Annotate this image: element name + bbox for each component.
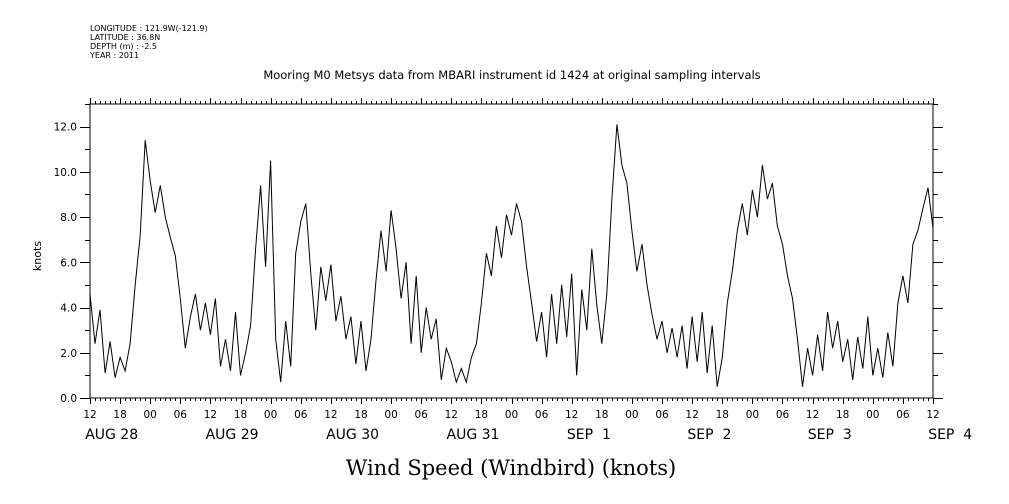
x-hour-tick-label: 06 <box>535 409 549 421</box>
y-axis-label: knots <box>31 241 44 271</box>
x-hour-tick-label: 00 <box>384 409 397 421</box>
x-hour-tick-label: 12 <box>83 409 96 421</box>
x-hour-tick-label: 00 <box>505 409 518 421</box>
metadata-latitude: LATITUDE : 36.8N <box>90 33 160 42</box>
x-date-label: AUG 29 <box>206 427 259 443</box>
x-hour-tick-label: 06 <box>294 409 308 421</box>
x-hour-tick-label: 18 <box>836 409 849 421</box>
y-tick-label: 6.0 <box>60 257 77 269</box>
x-axis-label: Wind Speed (Windbird) (knots) <box>346 456 676 480</box>
x-date-label: SEP 4 <box>928 427 972 443</box>
x-hour-tick-label: 00 <box>866 409 879 421</box>
x-hour-tick-label: 18 <box>475 409 488 421</box>
x-hour-tick-label: 06 <box>776 409 790 421</box>
metadata-block: LONGITUDE : 121.9W(-121.9) LATITUDE : 36… <box>89 24 208 60</box>
x-hour-tick-label: 12 <box>324 409 337 421</box>
x-hour-tick-label: 12 <box>204 409 217 421</box>
x-hour-tick-label: 12 <box>685 409 698 421</box>
x-hour-tick-label: 18 <box>234 409 247 421</box>
x-hour-tick-label: 12 <box>445 409 458 421</box>
x-hour-tick-label: 12 <box>806 409 819 421</box>
plot-frame <box>89 103 934 399</box>
x-hour-tick-label: 18 <box>113 409 126 421</box>
y-tick-label: 8.0 <box>60 212 77 224</box>
x-hour-tick-label: 00 <box>625 409 638 421</box>
y-tick-label: 4.0 <box>60 303 77 315</box>
x-date-label: AUG 28 <box>85 427 138 443</box>
x-hour-tick-label: 12 <box>565 409 578 421</box>
x-hour-tick-label: 12 <box>926 409 939 421</box>
x-hour-tick-label: 00 <box>264 409 277 421</box>
x-hour-tick-label: 06 <box>896 409 910 421</box>
x-hour-tick-label: 00 <box>144 409 157 421</box>
x-hour-tick-label: 06 <box>655 409 669 421</box>
x-hour-tick-label: 18 <box>716 409 729 421</box>
metadata-year: YEAR : 2011 <box>89 51 139 60</box>
series-group <box>89 124 934 387</box>
wind-speed-series-line <box>89 124 934 387</box>
chart-title: Mooring M0 Metsys data from MBARI instru… <box>263 68 760 82</box>
x-hour-tick-label: 06 <box>174 409 188 421</box>
metadata-longitude: LONGITUDE : 121.9W(-121.9) <box>90 24 208 33</box>
x-hour-tick-label: 18 <box>595 409 608 421</box>
y-tick-label: 10.0 <box>54 167 77 179</box>
x-hour-tick-label: 00 <box>746 409 759 421</box>
x-date-label: SEP 2 <box>687 427 731 443</box>
x-date-label: SEP 3 <box>808 427 852 443</box>
x-hour-tick-label: 06 <box>415 409 429 421</box>
x-hour-tick-label: 18 <box>354 409 367 421</box>
x-date-label: AUG 30 <box>326 427 379 443</box>
axes-group: 12 18 00 06 12 18 00 06 12 18 00 06 12 18 00 06 12 18 00 06… <box>54 98 972 443</box>
y-tick-label: 0.0 <box>60 393 77 405</box>
metadata-depth: DEPTH (m) : -2.5 <box>90 42 157 51</box>
y-tick-label: 2.0 <box>60 348 77 360</box>
x-date-label: SEP 1 <box>567 427 611 443</box>
y-tick-label: 12.0 <box>54 122 77 134</box>
x-date-label: AUG 31 <box>447 427 500 443</box>
